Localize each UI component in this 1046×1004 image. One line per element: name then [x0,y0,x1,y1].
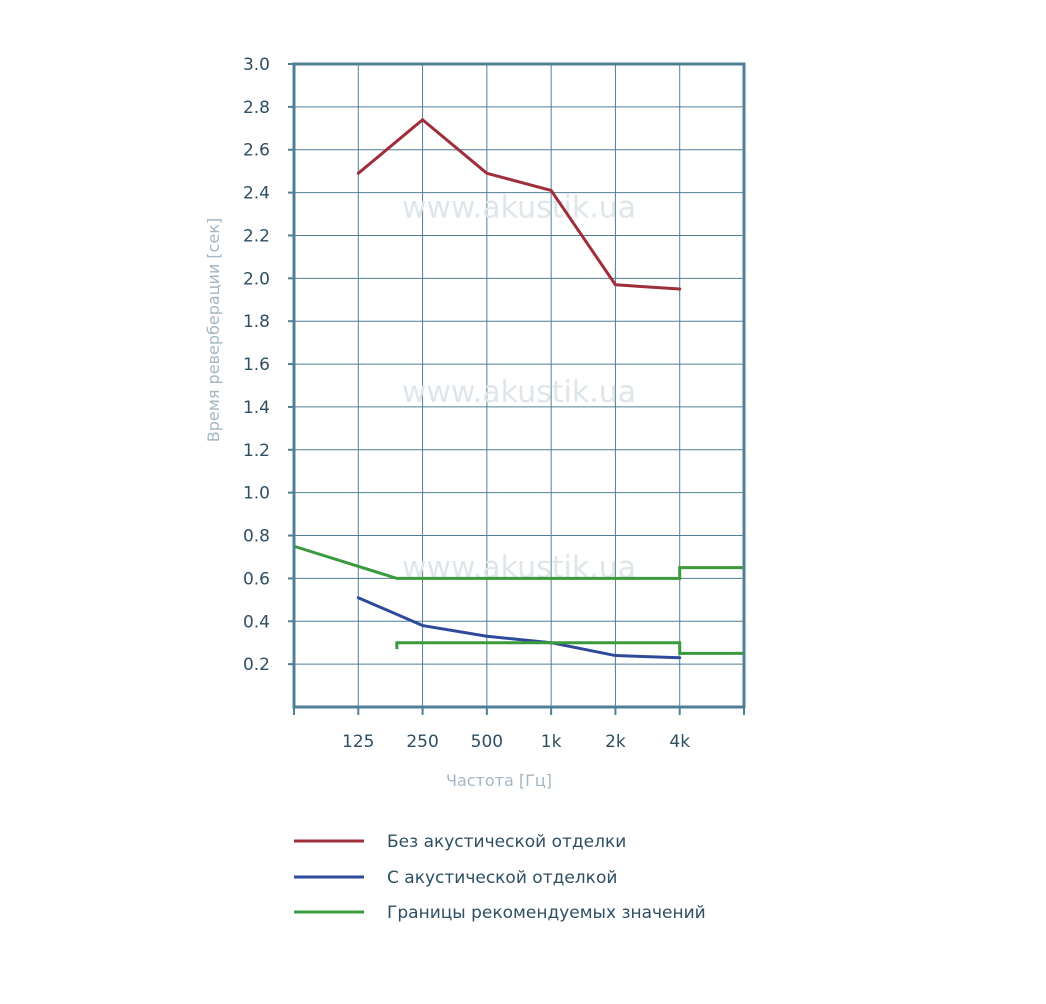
y-tick-label: 0.2 [243,655,270,675]
y-tick-label: 1.0 [243,484,270,504]
y-axis-title: Время реверберации [сек] [204,218,223,442]
x-tick-label: 125 [342,732,374,752]
y-tick-label: 2.4 [243,184,270,204]
watermark-text: www.akustik.ua [402,375,636,410]
y-tick-label: 1.8 [243,312,270,332]
watermark-text: www.akustik.ua [402,191,636,226]
watermark-text: www.akustik.ua [402,551,636,586]
y-tick-label: 0.4 [243,612,270,632]
series-line-1 [358,598,679,658]
x-tick-label: 250 [406,732,438,752]
watermark-layer: www.akustik.ua www.akustik.ua www.akustik.… [402,191,636,586]
y-tick-label: 1.2 [243,441,270,461]
legend-label-2: Границы рекомендуемых значений [387,903,706,923]
y-tick-label: 0.6 [243,569,270,589]
label-layer: 3.0 2.8 2.6 2.4 2.2 2.0 1.8 1.6 1.4 1.2 1.0 0.8 0.6 0… [204,55,690,790]
y-tick-label: 2.0 [243,269,270,289]
y-tick-label: 0.8 [243,527,270,547]
y-tick-label: 2.6 [243,141,270,161]
x-tick-label: 2k [605,732,626,752]
x-tick-label: 1k [541,732,562,752]
x-tick-label: 500 [471,732,503,752]
y-tick-label: 2.2 [243,226,270,246]
legend-label-1: С акустической отделкой [387,868,617,888]
y-tick-label: 2.8 [243,98,270,118]
y-tick-label: 1.4 [243,398,270,418]
y-tick-label: 3.0 [243,55,270,75]
x-axis-title: Частота [Гц] [446,771,552,790]
legend: Без акустической отделки С акустической о… [294,832,706,923]
y-tick-label: 1.6 [243,355,270,375]
x-tick-label: 4k [669,732,690,752]
legend-label-0: Без акустической отделки [387,832,626,852]
